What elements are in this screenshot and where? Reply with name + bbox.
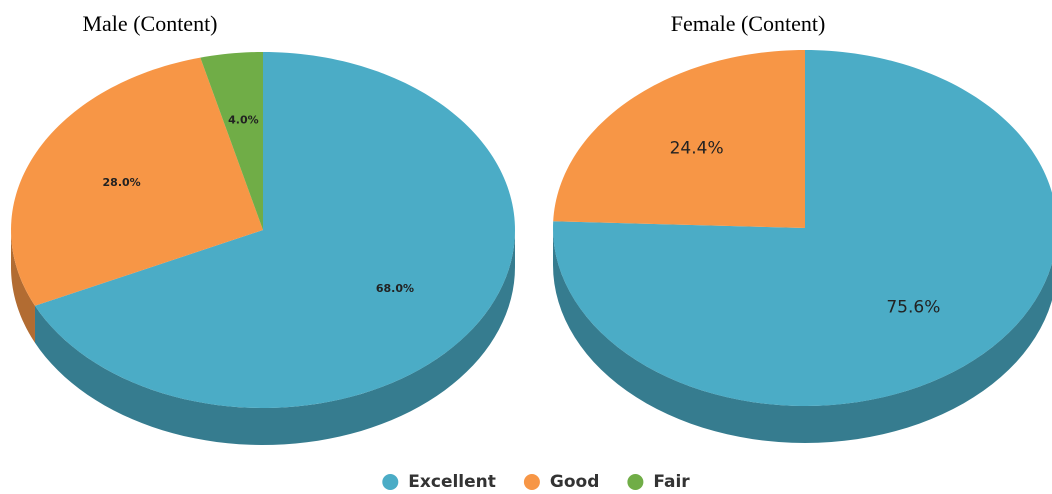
pie-side <box>11 230 35 343</box>
legend-swatch <box>627 474 644 490</box>
legend-swatch <box>523 474 540 490</box>
legend-label: Good <box>550 472 599 492</box>
pie-slice <box>553 50 1052 406</box>
legend-label: Excellent <box>408 472 496 492</box>
pie-slice <box>34 52 515 408</box>
legend-swatch <box>382 474 399 490</box>
data-label: 75.6% <box>886 297 940 317</box>
chart-title: Male (Content) <box>82 11 217 36</box>
data-label: 68.0% <box>376 282 414 295</box>
legend-label: Fair <box>653 472 690 492</box>
data-label: 28.0% <box>103 176 141 189</box>
pie-slice <box>11 57 263 306</box>
pie-slice <box>553 50 805 228</box>
data-label: 4.0% <box>228 114 259 127</box>
legend: Excellent Good Fair <box>382 472 690 492</box>
pie-side <box>553 228 1052 443</box>
data-label: 24.4% <box>670 139 724 159</box>
pie-slice <box>200 52 263 230</box>
chart-title: Female (Content) <box>671 11 826 36</box>
pie-side <box>34 230 515 445</box>
